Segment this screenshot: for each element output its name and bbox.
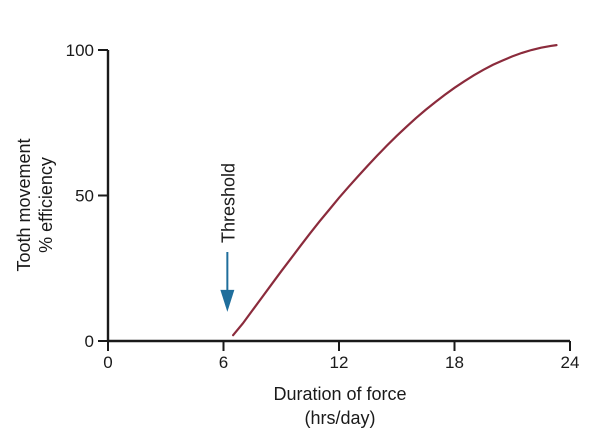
y-tick-label: 100	[66, 41, 94, 60]
y-tick-label: 50	[75, 187, 94, 206]
ticks	[98, 49, 571, 351]
x-tick-label: 12	[330, 353, 349, 372]
y-axis-title: Tooth movement	[14, 138, 34, 271]
axes	[106, 50, 570, 343]
x-axis-subtitle: (hrs/day)	[304, 408, 375, 428]
threshold-label: Threshold	[218, 163, 238, 243]
x-tick-label: 0	[103, 353, 112, 372]
tick-labels: 0 50 100 0 6 12 18 24	[66, 41, 580, 372]
x-tick-label: 18	[445, 353, 464, 372]
y-tick-label: 0	[85, 332, 94, 351]
x-axis-title: Duration of force	[273, 384, 406, 404]
y-axis-subtitle: % efficiency	[36, 157, 56, 253]
axis-titles: Duration of force (hrs/day) Tooth moveme…	[14, 138, 407, 428]
threshold-arrowhead	[220, 289, 235, 312]
x-tick-label: 6	[219, 353, 228, 372]
efficiency-curve	[232, 44, 558, 337]
x-tick-label: 24	[561, 353, 580, 372]
threshold-annotation: Threshold	[218, 163, 238, 312]
